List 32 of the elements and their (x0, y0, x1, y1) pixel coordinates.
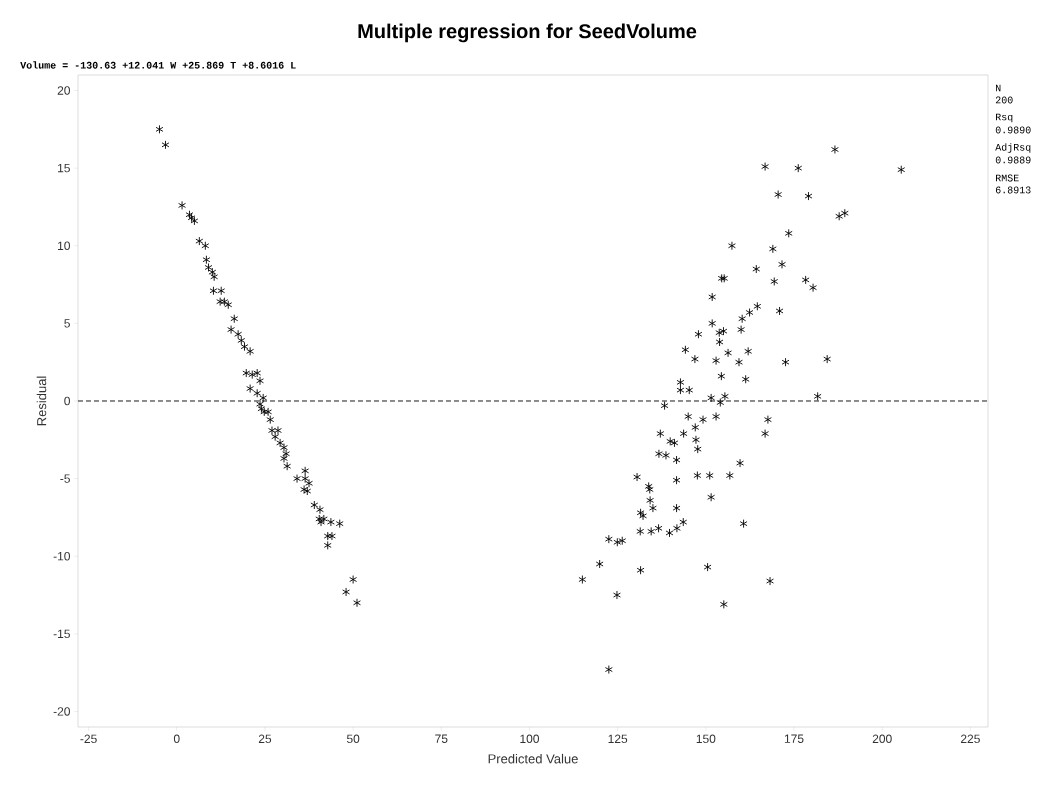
x-tick-label: 25 (258, 734, 272, 744)
y-tick-label: -10 (53, 551, 70, 561)
y-tick-label: -20 (53, 707, 70, 716)
y-tick-label: 15 (58, 163, 70, 173)
y-tick-label: 20 (57, 86, 70, 95)
text: 0.9890 (995, 126, 1031, 134)
x-tick-label: 100 (520, 734, 540, 744)
x-tick-label: 225 (960, 734, 980, 744)
y-axis-title: Residual (36, 376, 47, 426)
y-tick-label: -15 (53, 629, 70, 639)
x-tick-label: 50 (346, 734, 360, 744)
x-tick-label: 125 (608, 734, 628, 744)
text: AdjRsq (995, 143, 1031, 153)
x-tick-label: 200 (872, 734, 892, 744)
text: 0.9889 (995, 156, 1031, 164)
x-tick-label: 75 (435, 734, 448, 743)
text: N (996, 84, 1001, 92)
text: Volume = -130.63 +12.041 W +25.869 T +8.6016 L (20, 61, 296, 69)
text: 6.8913 (995, 186, 1031, 194)
y-tick-label: 10 (58, 241, 70, 250)
y-tick-label: 5 (64, 319, 70, 328)
x-tick-label: 150 (696, 734, 716, 744)
text: RMSE (996, 174, 1019, 182)
text: Rsq (996, 113, 1013, 123)
y-tick-label: -5 (60, 474, 70, 483)
x-tick-label: 0 (173, 734, 180, 744)
x-axis-title: Predicted Value (488, 753, 578, 764)
text: 200 (995, 96, 1013, 104)
chart-title: Multiple regression for SeedVolume (358, 23, 697, 43)
y-tick-label: 0 (64, 396, 70, 406)
x-tick-label: -25 (80, 734, 97, 744)
x-tick-label: 175 (784, 734, 804, 743)
